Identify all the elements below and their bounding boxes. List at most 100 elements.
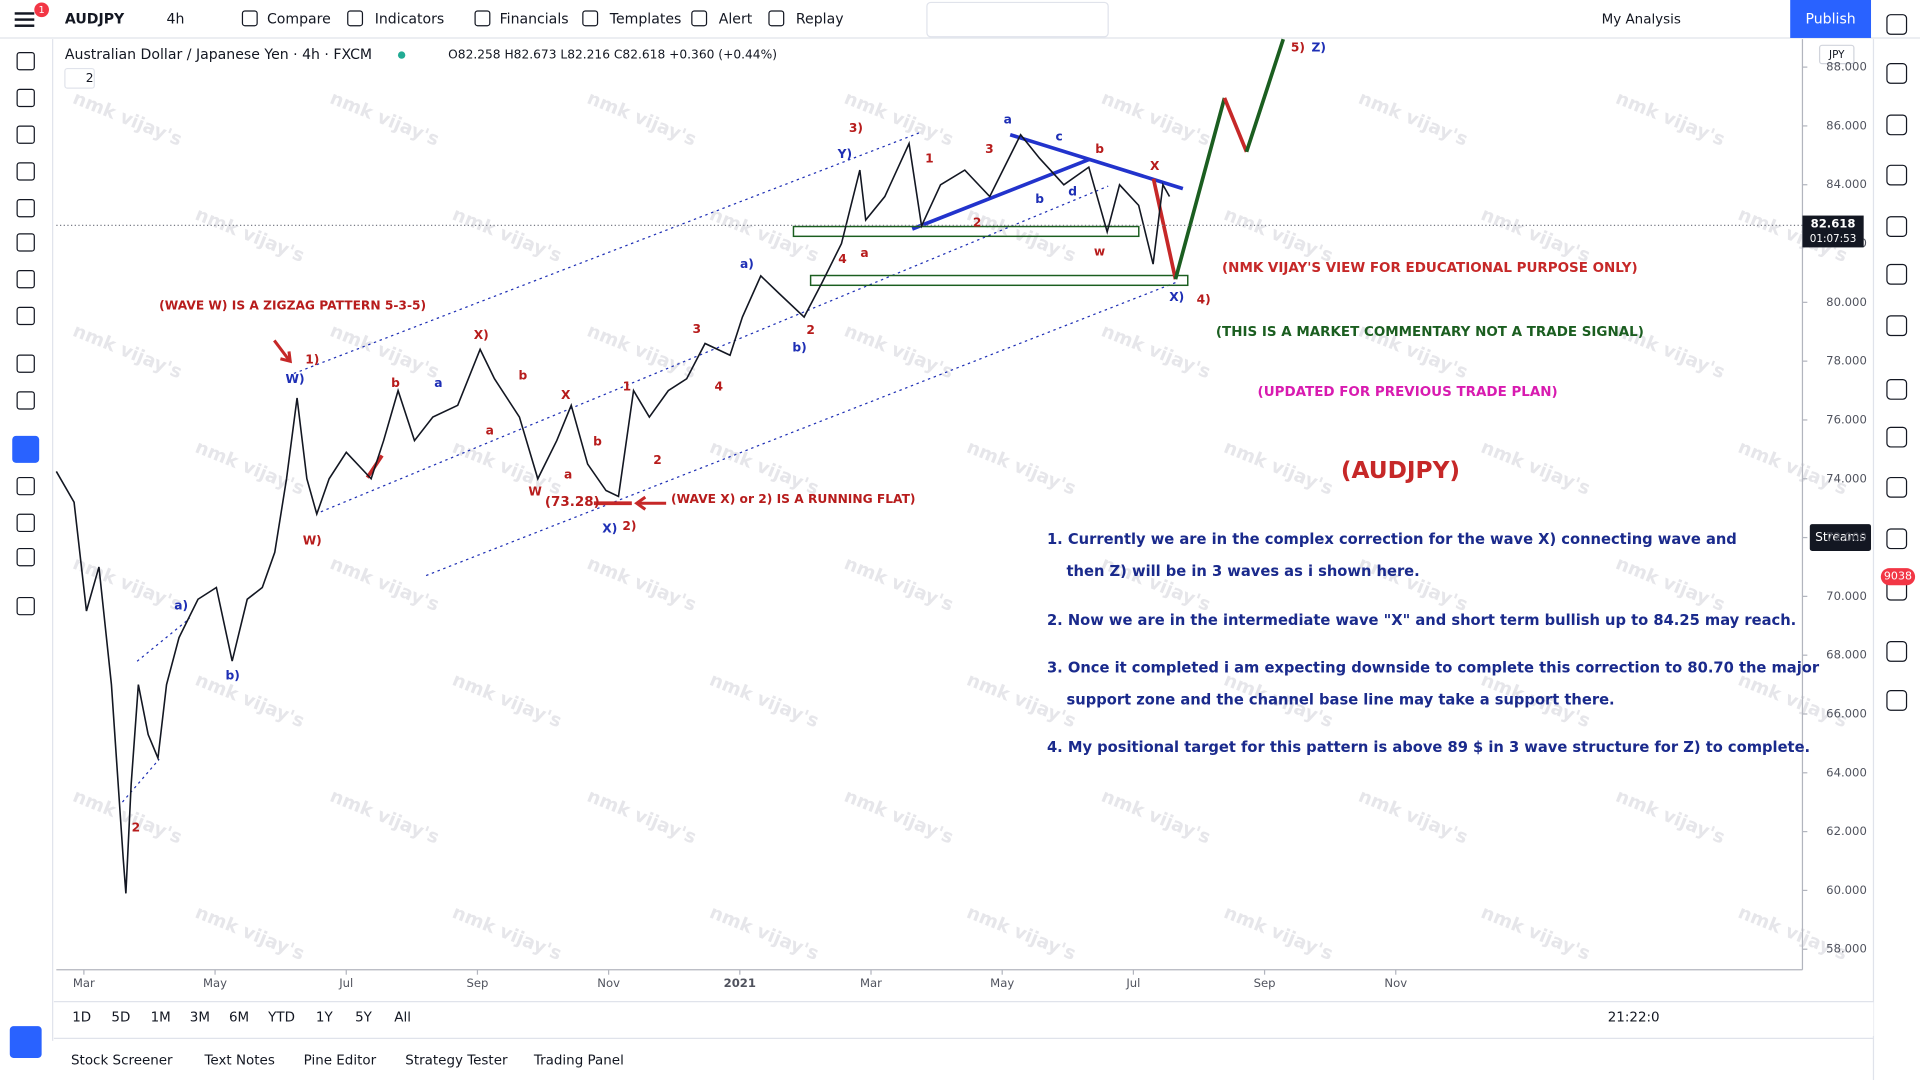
bottom-tab[interactable]: Trading Panel [533, 1053, 624, 1068]
tool-icon[interactable] [12, 435, 40, 463]
note-line: support zone and the channel base line m… [1067, 691, 1615, 708]
y-tick-label: 66.000 [1826, 706, 1867, 720]
toolbar-item[interactable]: Indicators [375, 12, 445, 28]
tv-logo[interactable] [9, 1026, 42, 1058]
symbol[interactable]: AUDJPY [65, 12, 125, 28]
legend-title: Australian Dollar / Japanese Yen · 4h · … [65, 47, 372, 63]
toolbar-icon[interactable] [768, 10, 785, 27]
badge-count: 1 [39, 5, 45, 16]
projection-down [1151, 178, 1178, 280]
range-button[interactable]: 1M [151, 1011, 171, 1026]
bottom-tab[interactable]: Pine Editor [304, 1053, 377, 1068]
y-tick-label: 76.000 [1826, 412, 1867, 426]
streams-tooltip [1809, 524, 1872, 552]
toolbar-item[interactable]: Replay [796, 12, 844, 28]
tool-icon[interactable] [16, 233, 35, 252]
tool-icon[interactable] [16, 198, 35, 218]
x-tick-label: May [203, 976, 227, 990]
toolbar-icon[interactable] [241, 10, 258, 27]
badge [1880, 568, 1916, 586]
range-button[interactable]: 1Y [316, 1011, 334, 1026]
note-line: then Z) will be in 3 waves as i shown he… [1067, 563, 1420, 580]
collapse-button[interactable] [64, 67, 95, 89]
tool-icon[interactable] [16, 52, 35, 71]
menu-icon[interactable] [14, 12, 35, 27]
tool-icon[interactable] [16, 513, 35, 533]
tool-icon[interactable] [16, 596, 35, 616]
interval[interactable]: 4h [167, 12, 185, 28]
panel-icon[interactable] [1886, 426, 1908, 448]
bottom-tab[interactable]: Text Notes [203, 1053, 274, 1068]
toolbar-icon[interactable] [347, 10, 364, 27]
wave-label: 3) [849, 121, 863, 135]
tool-icon[interactable] [16, 270, 35, 289]
wave-label: b) [792, 340, 806, 354]
toolbar-item[interactable]: Financials [500, 12, 569, 28]
x-tick-label: 2021 [724, 976, 756, 990]
toolbar-item[interactable]: Templates [609, 12, 682, 28]
currency[interactable]: JPY [1828, 49, 1845, 61]
wave-label: W [528, 485, 542, 499]
panel-icon[interactable] [1886, 114, 1908, 136]
collapse-count[interactable]: 2 [86, 71, 94, 85]
toolbar-icon[interactable] [691, 10, 708, 27]
toolbar-item[interactable]: Compare [267, 12, 331, 28]
tool-icon[interactable] [16, 125, 35, 144]
panel-icon[interactable] [1886, 528, 1908, 550]
wave-label: Y) [837, 147, 852, 161]
wave-label: a [434, 376, 442, 390]
panel-icon[interactable] [1886, 14, 1908, 35]
legend-ohlc: O82.258 H82.673 L82.216 C82.618 +0.360 (… [448, 48, 777, 62]
currency-box[interactable] [1818, 44, 1855, 65]
last-price-label: 82.618 [1811, 217, 1856, 231]
range-button[interactable]: 5Y [355, 1011, 373, 1026]
range-button[interactable]: 1D [72, 1011, 91, 1026]
tool-icon[interactable] [16, 476, 35, 496]
x-tick-label: Jul [338, 976, 353, 990]
panel-icon[interactable] [1886, 690, 1908, 711]
panel-icon[interactable] [1886, 63, 1908, 84]
wave-label: a [1004, 113, 1012, 127]
range-button[interactable]: YTD [267, 1011, 295, 1026]
toolbar-icon[interactable] [474, 10, 491, 27]
tool-icon[interactable] [16, 354, 35, 373]
tool-icon[interactable] [16, 162, 35, 181]
wave-label: 5) [1291, 40, 1305, 54]
note-line: 4. My positional target for this pattern… [1047, 739, 1810, 756]
tool-icon[interactable] [16, 306, 35, 326]
publish-label[interactable]: Publish [1806, 12, 1856, 28]
panel-icon[interactable] [1886, 641, 1908, 662]
panel-icon[interactable] [1886, 164, 1908, 186]
toolbar-item[interactable]: Alert [719, 12, 753, 28]
wave-label: 4) [1197, 293, 1211, 307]
y-tick-label: 70.000 [1826, 589, 1867, 603]
range-button[interactable]: 5D [111, 1011, 130, 1026]
range-button[interactable]: All [394, 1011, 411, 1026]
bottom-tab[interactable]: Stock Screener [71, 1053, 173, 1068]
bottom-tab[interactable]: Strategy Tester [405, 1053, 508, 1068]
y-tick-label: 72.000 [1826, 530, 1867, 544]
tool-icon[interactable] [16, 88, 35, 108]
panel-icon[interactable] [1886, 263, 1908, 285]
range-button[interactable]: 6M [229, 1011, 249, 1026]
panel-icon[interactable] [1886, 476, 1908, 498]
toolbar-icon[interactable] [582, 10, 599, 27]
wave-label: a) [740, 257, 754, 271]
wave-label: b [593, 435, 602, 449]
panel-icon[interactable] [1886, 378, 1908, 400]
range-button[interactable]: 3M [190, 1011, 210, 1026]
notes: 1. Currently we are in the complex corre… [1047, 531, 1820, 756]
tool-icon[interactable] [16, 391, 35, 410]
layout-name[interactable]: My Analysis [1602, 13, 1681, 28]
annotation: (WAVE W) IS A ZIGZAG PATTERN 5-3-5) [159, 299, 426, 313]
panel-icon[interactable] [1886, 315, 1908, 337]
annotation: (UPDATED FOR PREVIOUS TRADE PLAN) [1258, 385, 1558, 400]
publish-button[interactable] [1790, 0, 1872, 38]
x-tick-label: May [990, 976, 1014, 990]
panel-icon[interactable] [1886, 216, 1908, 237]
annotation: (73.28) [545, 495, 600, 510]
projection-down [1222, 97, 1249, 153]
tool-icon[interactable] [16, 547, 35, 567]
